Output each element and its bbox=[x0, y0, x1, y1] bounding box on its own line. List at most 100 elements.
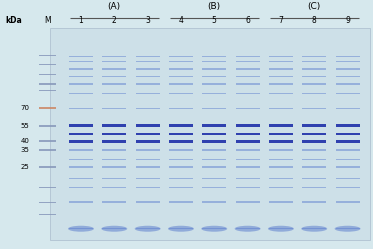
FancyBboxPatch shape bbox=[136, 93, 160, 94]
FancyBboxPatch shape bbox=[169, 56, 193, 57]
Ellipse shape bbox=[168, 226, 194, 232]
FancyBboxPatch shape bbox=[336, 124, 360, 127]
FancyBboxPatch shape bbox=[69, 56, 93, 57]
FancyBboxPatch shape bbox=[102, 56, 126, 57]
FancyBboxPatch shape bbox=[302, 83, 326, 85]
FancyBboxPatch shape bbox=[102, 187, 126, 188]
FancyBboxPatch shape bbox=[102, 83, 126, 85]
FancyBboxPatch shape bbox=[169, 149, 193, 151]
FancyBboxPatch shape bbox=[136, 201, 160, 203]
FancyBboxPatch shape bbox=[169, 61, 193, 62]
FancyBboxPatch shape bbox=[136, 83, 160, 85]
FancyBboxPatch shape bbox=[69, 83, 93, 85]
FancyBboxPatch shape bbox=[302, 124, 326, 127]
FancyBboxPatch shape bbox=[236, 140, 260, 143]
FancyBboxPatch shape bbox=[302, 201, 326, 203]
FancyBboxPatch shape bbox=[269, 76, 293, 77]
FancyBboxPatch shape bbox=[236, 68, 260, 70]
FancyBboxPatch shape bbox=[236, 61, 260, 62]
FancyBboxPatch shape bbox=[269, 149, 293, 151]
FancyBboxPatch shape bbox=[236, 159, 260, 160]
Text: 8: 8 bbox=[312, 16, 317, 25]
FancyBboxPatch shape bbox=[236, 108, 260, 109]
FancyBboxPatch shape bbox=[302, 61, 326, 62]
FancyBboxPatch shape bbox=[202, 201, 226, 203]
FancyBboxPatch shape bbox=[236, 187, 260, 188]
FancyBboxPatch shape bbox=[102, 140, 126, 143]
FancyBboxPatch shape bbox=[39, 55, 56, 56]
Text: (B): (B) bbox=[208, 2, 221, 11]
Text: 70: 70 bbox=[20, 106, 29, 112]
FancyBboxPatch shape bbox=[336, 149, 360, 151]
FancyBboxPatch shape bbox=[169, 124, 193, 127]
FancyBboxPatch shape bbox=[336, 61, 360, 62]
FancyBboxPatch shape bbox=[102, 228, 126, 229]
FancyBboxPatch shape bbox=[169, 133, 193, 135]
FancyBboxPatch shape bbox=[169, 201, 193, 203]
FancyBboxPatch shape bbox=[302, 228, 326, 229]
FancyBboxPatch shape bbox=[336, 83, 360, 85]
FancyBboxPatch shape bbox=[302, 166, 326, 168]
FancyBboxPatch shape bbox=[69, 140, 93, 143]
Ellipse shape bbox=[301, 226, 327, 232]
FancyBboxPatch shape bbox=[269, 133, 293, 135]
FancyBboxPatch shape bbox=[50, 28, 370, 241]
FancyBboxPatch shape bbox=[236, 83, 260, 85]
FancyBboxPatch shape bbox=[302, 140, 326, 143]
Text: 3: 3 bbox=[145, 16, 150, 25]
FancyBboxPatch shape bbox=[302, 178, 326, 179]
FancyBboxPatch shape bbox=[236, 133, 260, 135]
Ellipse shape bbox=[201, 226, 227, 232]
FancyBboxPatch shape bbox=[302, 76, 326, 77]
Text: 55: 55 bbox=[21, 123, 29, 128]
FancyBboxPatch shape bbox=[236, 76, 260, 77]
Ellipse shape bbox=[268, 226, 294, 232]
FancyBboxPatch shape bbox=[169, 187, 193, 188]
FancyBboxPatch shape bbox=[336, 159, 360, 160]
FancyBboxPatch shape bbox=[169, 178, 193, 179]
Ellipse shape bbox=[335, 226, 360, 232]
FancyBboxPatch shape bbox=[269, 56, 293, 57]
FancyBboxPatch shape bbox=[69, 159, 93, 160]
Text: kDa: kDa bbox=[5, 16, 22, 25]
FancyBboxPatch shape bbox=[302, 108, 326, 109]
FancyBboxPatch shape bbox=[39, 124, 56, 126]
Text: 2: 2 bbox=[112, 16, 117, 25]
FancyBboxPatch shape bbox=[336, 201, 360, 203]
FancyBboxPatch shape bbox=[102, 93, 126, 94]
FancyBboxPatch shape bbox=[136, 76, 160, 77]
Ellipse shape bbox=[68, 226, 94, 232]
Text: 5: 5 bbox=[212, 16, 217, 25]
FancyBboxPatch shape bbox=[269, 228, 293, 229]
FancyBboxPatch shape bbox=[69, 108, 93, 109]
FancyBboxPatch shape bbox=[102, 178, 126, 179]
FancyBboxPatch shape bbox=[102, 149, 126, 151]
FancyBboxPatch shape bbox=[269, 166, 293, 168]
FancyBboxPatch shape bbox=[336, 133, 360, 135]
FancyBboxPatch shape bbox=[269, 140, 293, 143]
FancyBboxPatch shape bbox=[136, 108, 160, 109]
FancyBboxPatch shape bbox=[102, 68, 126, 70]
FancyBboxPatch shape bbox=[169, 228, 193, 229]
FancyBboxPatch shape bbox=[69, 61, 93, 62]
FancyBboxPatch shape bbox=[69, 166, 93, 168]
FancyBboxPatch shape bbox=[102, 108, 126, 109]
FancyBboxPatch shape bbox=[302, 187, 326, 188]
FancyBboxPatch shape bbox=[102, 159, 126, 160]
FancyBboxPatch shape bbox=[39, 108, 56, 110]
FancyBboxPatch shape bbox=[202, 61, 226, 62]
Text: 35: 35 bbox=[20, 147, 29, 153]
Ellipse shape bbox=[235, 226, 261, 232]
FancyBboxPatch shape bbox=[69, 201, 93, 203]
FancyBboxPatch shape bbox=[236, 56, 260, 57]
FancyBboxPatch shape bbox=[136, 178, 160, 179]
FancyBboxPatch shape bbox=[39, 83, 56, 85]
FancyBboxPatch shape bbox=[302, 149, 326, 151]
Text: 7: 7 bbox=[279, 16, 283, 25]
FancyBboxPatch shape bbox=[169, 68, 193, 70]
FancyBboxPatch shape bbox=[39, 201, 56, 203]
FancyBboxPatch shape bbox=[236, 178, 260, 179]
FancyBboxPatch shape bbox=[302, 159, 326, 160]
FancyBboxPatch shape bbox=[202, 56, 226, 57]
FancyBboxPatch shape bbox=[336, 108, 360, 109]
